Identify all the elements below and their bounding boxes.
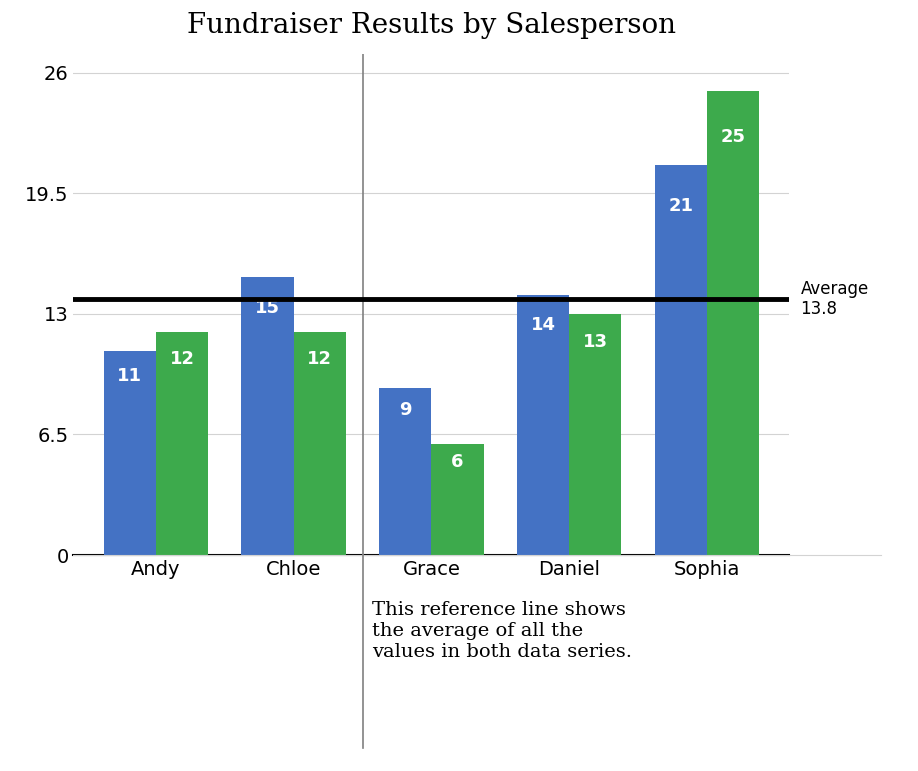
Text: 12: 12 xyxy=(170,350,195,369)
Bar xyxy=(655,165,707,555)
Bar xyxy=(517,295,569,555)
Bar xyxy=(104,351,156,555)
Bar xyxy=(156,332,208,555)
Bar xyxy=(707,91,759,555)
Text: 11: 11 xyxy=(118,367,142,386)
Bar xyxy=(241,277,294,555)
Text: 12: 12 xyxy=(308,350,332,369)
Title: Fundraiser Results by Salesperson: Fundraiser Results by Salesperson xyxy=(187,12,676,39)
Text: 13: 13 xyxy=(583,333,608,351)
Text: 6: 6 xyxy=(452,453,464,470)
Text: 21: 21 xyxy=(668,197,693,214)
Text: This reference line shows
the average of all the
values in both data series.: This reference line shows the average of… xyxy=(372,601,632,661)
Text: Average
13.8: Average 13.8 xyxy=(800,280,868,318)
Text: 25: 25 xyxy=(721,128,745,146)
Text: 15: 15 xyxy=(255,299,280,317)
Bar xyxy=(294,332,346,555)
Text: 14: 14 xyxy=(531,316,555,334)
Bar xyxy=(569,314,621,555)
Bar xyxy=(431,444,484,555)
Text: 9: 9 xyxy=(399,402,411,419)
Bar xyxy=(379,388,431,555)
